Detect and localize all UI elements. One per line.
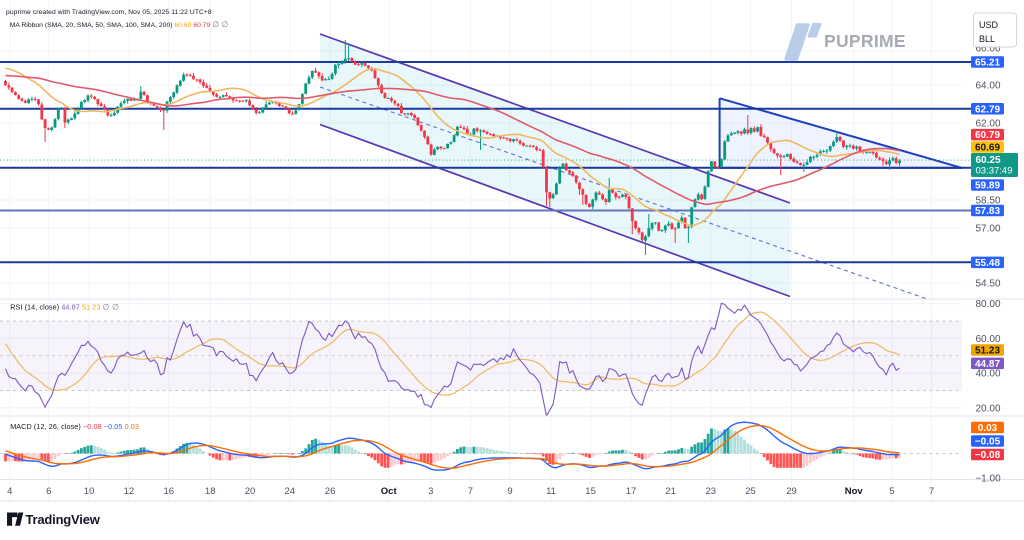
svg-text:58.50: 58.50 bbox=[975, 196, 1000, 207]
svg-text:23: 23 bbox=[706, 486, 717, 497]
svg-text:20: 20 bbox=[245, 486, 256, 497]
svg-text:57.00: 57.00 bbox=[975, 224, 1000, 235]
svg-text:55.48: 55.48 bbox=[975, 258, 1000, 269]
svg-text:60.79: 60.79 bbox=[975, 130, 1000, 141]
svg-text:66.00: 66.00 bbox=[975, 44, 1000, 55]
svg-text:MA Ribbon (SMA, 20, SMA, 50, S: MA Ribbon (SMA, 20, SMA, 50, SMA, 100, S… bbox=[10, 20, 229, 29]
svg-text:54.50: 54.50 bbox=[975, 279, 1000, 290]
svg-text:40.00: 40.00 bbox=[975, 369, 1000, 380]
svg-text:60.69: 60.69 bbox=[975, 142, 1000, 153]
svg-text:7: 7 bbox=[468, 486, 473, 497]
svg-text:16: 16 bbox=[164, 486, 175, 497]
svg-text:57.83: 57.83 bbox=[975, 206, 1000, 217]
svg-text:4: 4 bbox=[7, 486, 12, 497]
svg-text:RSI (14, close) 44.87 51.23: RSI (14, close) 44.87 51.23 ∅ ∅ bbox=[10, 303, 119, 312]
svg-text:10: 10 bbox=[84, 486, 95, 497]
svg-text:MACD (12, 26, close) −0.08 −: MACD (12, 26, close) −0.08 −0.05 0.03 bbox=[10, 422, 139, 431]
svg-text:−0.08: −0.08 bbox=[975, 450, 1001, 461]
svg-text:62.00: 62.00 bbox=[975, 119, 1000, 130]
svg-text:20.00: 20.00 bbox=[975, 403, 1000, 414]
svg-text:17: 17 bbox=[626, 486, 637, 497]
svg-text:BLL: BLL bbox=[979, 34, 995, 44]
svg-text:03:37:49: 03:37:49 bbox=[976, 166, 1013, 177]
svg-text:Nov: Nov bbox=[845, 486, 864, 497]
svg-text:44.87: 44.87 bbox=[975, 359, 1000, 370]
svg-text:59.89: 59.89 bbox=[975, 181, 1000, 192]
svg-text:18: 18 bbox=[205, 486, 216, 497]
svg-text:−0.05: −0.05 bbox=[975, 437, 1001, 448]
svg-text:80.00: 80.00 bbox=[975, 299, 1000, 310]
svg-text:15: 15 bbox=[585, 486, 596, 497]
svg-text:11: 11 bbox=[546, 486, 556, 497]
svg-text:TradingView: TradingView bbox=[26, 512, 101, 527]
svg-text:24: 24 bbox=[285, 486, 296, 497]
svg-text:−1.00: −1.00 bbox=[975, 474, 1001, 485]
svg-text:62.79: 62.79 bbox=[975, 104, 1000, 115]
svg-text:65.21: 65.21 bbox=[975, 58, 1000, 69]
svg-text:7: 7 bbox=[929, 486, 934, 497]
svg-text:Oct: Oct bbox=[381, 486, 398, 497]
svg-text:3: 3 bbox=[428, 486, 433, 497]
svg-text:21: 21 bbox=[665, 486, 676, 497]
svg-text:64.00: 64.00 bbox=[975, 81, 1000, 92]
svg-text:51.23: 51.23 bbox=[975, 346, 1000, 357]
svg-text:9: 9 bbox=[507, 486, 512, 497]
svg-text:PUPRIME: PUPRIME bbox=[824, 31, 906, 51]
svg-text:12: 12 bbox=[124, 486, 135, 497]
svg-text:25: 25 bbox=[745, 486, 756, 497]
svg-text:0.03: 0.03 bbox=[978, 423, 998, 434]
svg-text:6: 6 bbox=[46, 486, 51, 497]
svg-text:26: 26 bbox=[325, 486, 336, 497]
svg-text:60.25: 60.25 bbox=[975, 155, 1000, 166]
svg-text:puprime created with TradingVi: puprime created with TradingView.com, No… bbox=[6, 9, 212, 16]
svg-text:29: 29 bbox=[786, 486, 797, 497]
svg-text:5: 5 bbox=[889, 486, 894, 497]
svg-text:60.00: 60.00 bbox=[975, 334, 1000, 345]
svg-text:USD: USD bbox=[979, 20, 999, 30]
